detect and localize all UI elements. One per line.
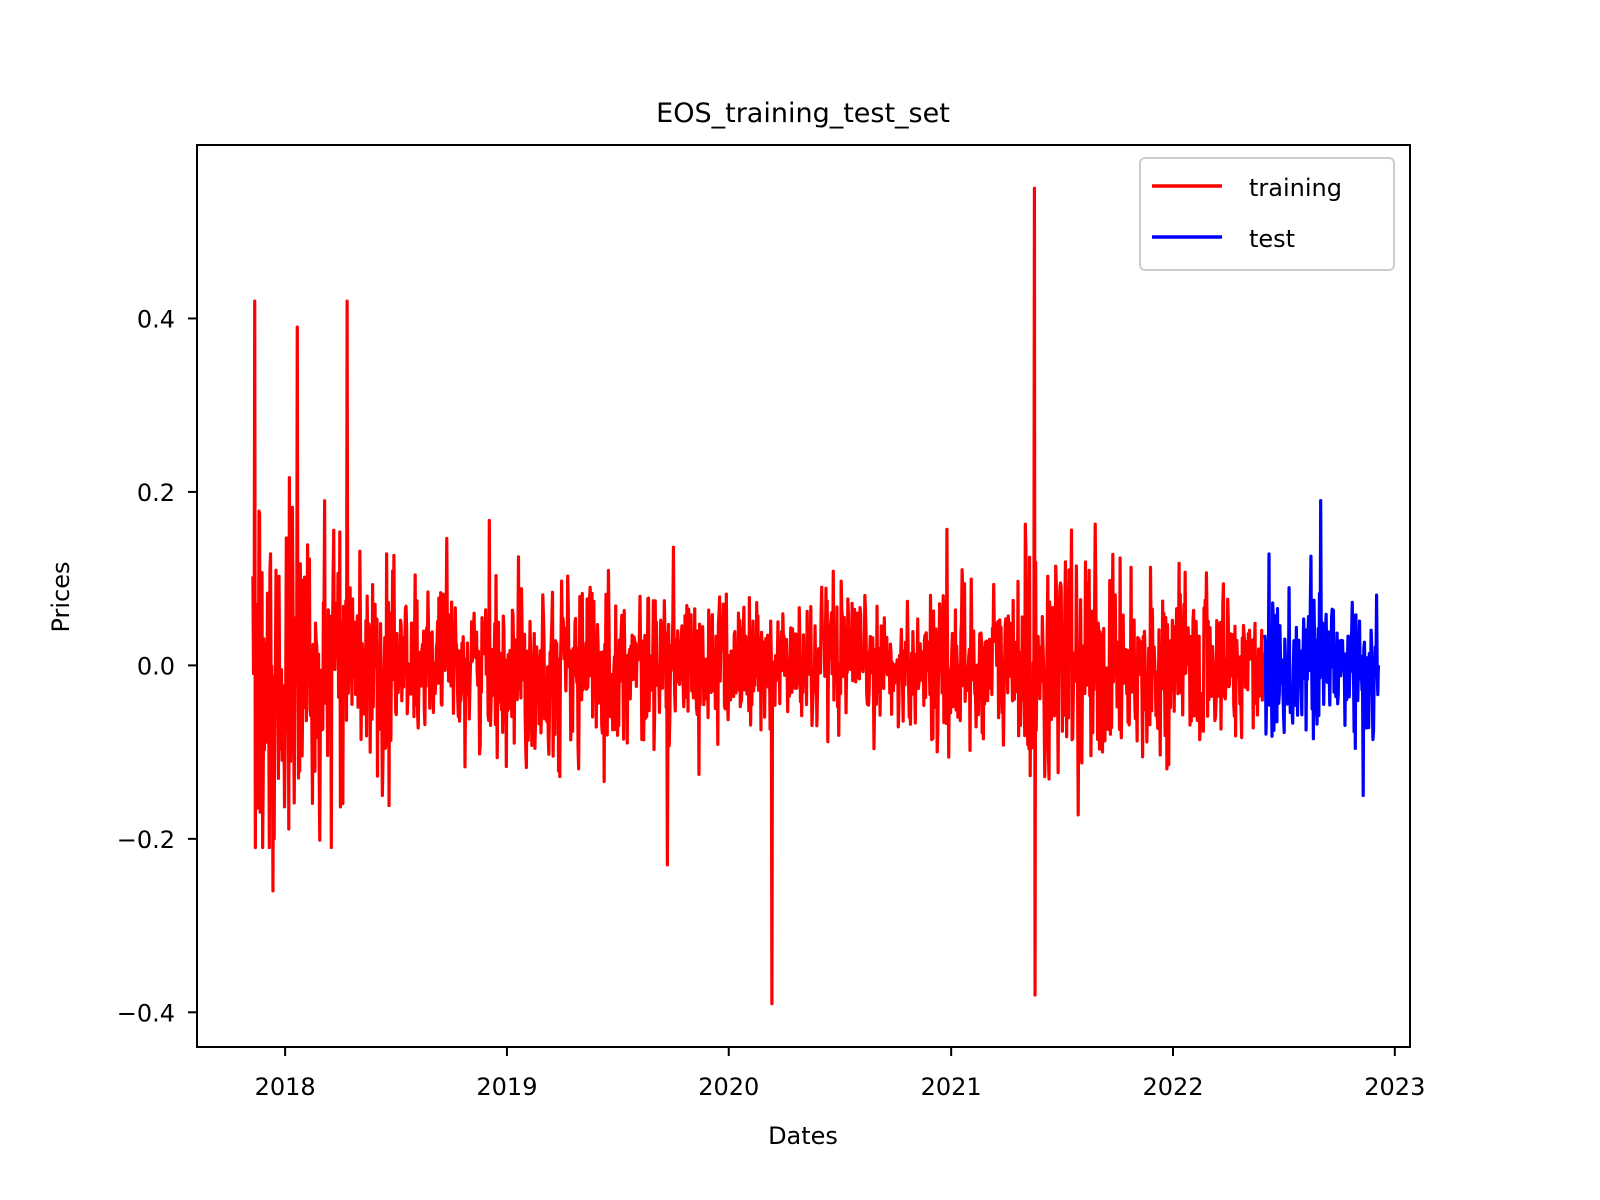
x-axis-label: Dates	[768, 1122, 838, 1150]
x-tick-label: 2023	[1364, 1073, 1425, 1101]
legend-label-training: training	[1249, 174, 1342, 202]
plot-area-frame	[196, 144, 1411, 1048]
x-tick-label: 2018	[255, 1073, 316, 1101]
y-tick-group: −0.4 −0.2 0.0 0.2 0.4	[117, 305, 197, 1027]
y-axis-label: Prices	[47, 561, 75, 632]
x-tick-group: 2018 2019 2020 2021 2022 2023	[255, 1047, 1425, 1101]
series-line-test	[1263, 499, 1380, 798]
y-tick-label: 0.2	[137, 479, 175, 507]
legend-label-test: test	[1249, 225, 1295, 253]
chart-title: EOS_training_test_set	[656, 98, 950, 129]
x-tick-label: 2020	[698, 1073, 759, 1101]
x-tick-label: 2019	[476, 1073, 537, 1101]
series-line-training	[251, 186, 1267, 1006]
x-tick-label: 2022	[1142, 1073, 1203, 1101]
series-layer	[251, 186, 1380, 1006]
y-tick-label: 0.4	[137, 305, 175, 333]
x-tick-label: 2021	[921, 1073, 982, 1101]
y-tick-label: −0.2	[117, 826, 175, 854]
y-axis: −0.4 −0.2 0.0 0.2 0.4 Prices	[47, 305, 197, 1027]
x-axis: 2018 2019 2020 2021 2022 2023 Dates	[255, 1047, 1425, 1150]
legend: training test	[1139, 157, 1395, 271]
y-tick-label: −0.4	[117, 999, 175, 1027]
y-tick-label: 0.0	[137, 652, 175, 680]
